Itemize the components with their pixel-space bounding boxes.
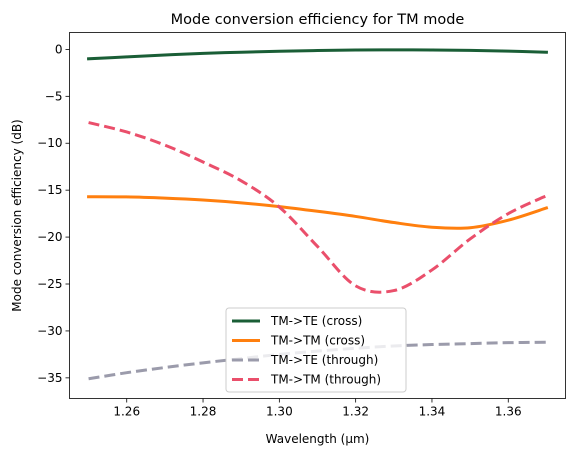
x-tick-label: 1.28	[190, 405, 217, 419]
legend: TM->TE (cross) TM->TM (cross) TM->TE (thro…	[225, 307, 407, 393]
x-axis-label: Wavelength (μm)	[266, 432, 370, 446]
legend-item: TM->TE (cross)	[232, 314, 362, 328]
y-tick-label: −5	[45, 89, 63, 103]
y-tick-label: −20	[37, 230, 62, 244]
x-tick-label: 1.30	[266, 405, 293, 419]
legend-label: TM->TM (cross)	[270, 334, 365, 348]
series-line-2	[87, 195, 549, 230]
series-line-1	[87, 48, 548, 61]
x-tick-label: 1.26	[113, 405, 140, 419]
y-tick-label: −25	[37, 277, 62, 291]
y-axis-ticks: 0 −5 −10 −15 −20 −25 −30 −35	[37, 42, 70, 385]
y-tick-label: −30	[37, 324, 62, 338]
legend-label: TM->TM (through)	[270, 373, 381, 387]
legend-label: TM->TE (through)	[270, 353, 378, 367]
y-axis-label: Mode conversion efficiency (dB)	[10, 119, 24, 311]
x-tick-label: 1.36	[495, 405, 522, 419]
y-tick-label: −10	[37, 136, 62, 150]
y-tick-label: −15	[37, 183, 62, 197]
legend-item: TM->TM (cross)	[232, 334, 365, 348]
legend-item: TM->TE (through)	[232, 353, 378, 367]
series-line-4	[88, 121, 548, 294]
legend-box	[225, 307, 407, 393]
x-tick-label: 1.34	[419, 405, 446, 419]
chart-title: Mode conversion efficiency for TM mode	[171, 12, 465, 28]
legend-item: TM->TM (through)	[232, 373, 381, 387]
x-axis-ticks: 1.26 1.28 1.30 1.32 1.34 1.36	[113, 398, 522, 419]
y-tick-label: −35	[37, 371, 62, 385]
y-tick-label: 0	[55, 42, 63, 56]
x-tick-label: 1.32	[342, 405, 369, 419]
plot-frame	[69, 32, 566, 399]
legend-label: TM->TE (cross)	[270, 314, 362, 328]
